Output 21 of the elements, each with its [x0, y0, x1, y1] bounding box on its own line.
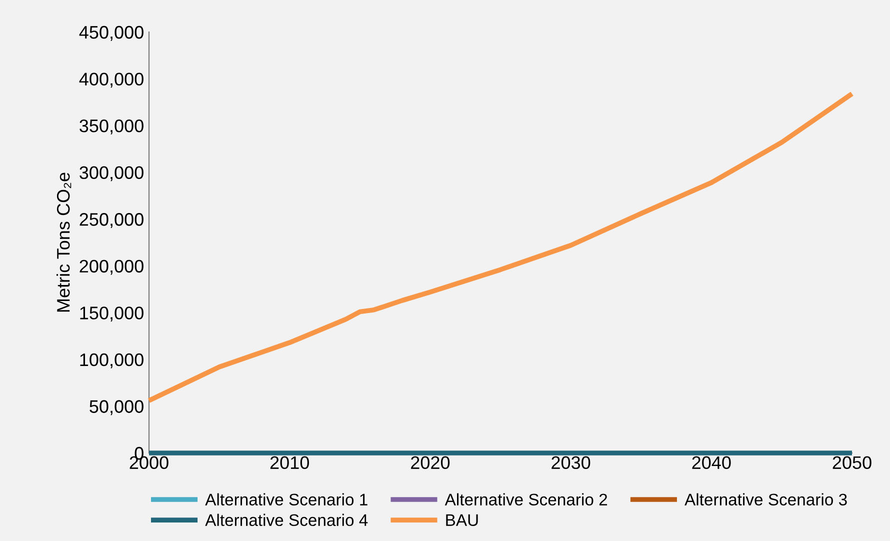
y-tick-label: 300,000: [80, 166, 144, 182]
legend-label: Alternative Scenario 4: [205, 514, 368, 526]
y-tick-label: 250,000: [80, 213, 144, 228]
y-tick-label: 200,000: [80, 260, 144, 275]
y-tick-label: 350,000: [80, 119, 144, 134]
legend-label: BAU: [446, 514, 478, 526]
y-tick-label: 50,000: [90, 400, 144, 416]
y-axis-title: Metric Tons CO₂e: [56, 172, 72, 312]
y-tick-label: 150,000: [80, 306, 144, 322]
x-tick-label: 2030: [552, 456, 590, 470]
x-tick-label: 2020: [411, 456, 450, 470]
x-tick-label: 2010: [270, 456, 309, 470]
y-tick-label: 450,000: [79, 26, 144, 41]
legend-label: Alternative Scenario 3: [684, 493, 847, 506]
legend-label: Alternative Scenario 2: [444, 493, 608, 506]
x-tick-label: 2040: [692, 456, 731, 470]
line-series: [146, 91, 854, 404]
y-tick-label: 400,000: [79, 72, 144, 88]
legend-label: Alternative Scenario 1: [205, 493, 368, 506]
y-tick-label: 100,000: [80, 353, 144, 368]
x-tick-label: 2050: [832, 456, 872, 470]
